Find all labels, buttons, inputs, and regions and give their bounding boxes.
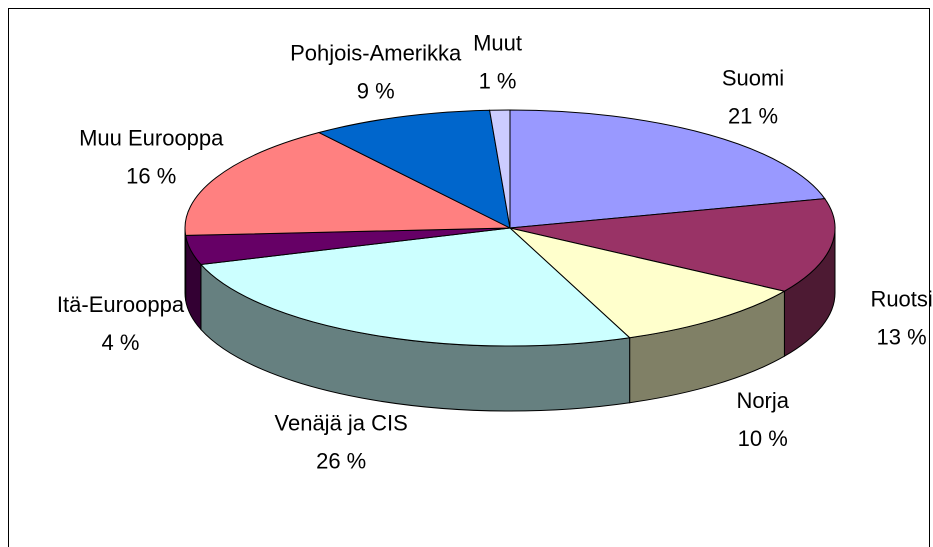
slice-label: Venäjä ja CIS	[275, 410, 408, 435]
slice-label: Itä-Eurooppa	[57, 292, 185, 317]
slice-value-label: 1 %	[479, 69, 517, 94]
slice-label: Suomi	[722, 65, 784, 90]
slice-value-label: 4 %	[102, 330, 140, 355]
slice-label: Muu Eurooppa	[79, 125, 224, 150]
pie-slice	[509, 198, 836, 292]
slice-label: Muut	[473, 31, 522, 56]
pie-slice-side	[184, 227, 187, 301]
slice-label: Norja	[736, 388, 789, 413]
slice-value-label: 13 %	[877, 325, 927, 350]
pie-slice	[508, 227, 786, 339]
slice-value-label: 26 %	[316, 448, 366, 473]
pie-slice	[184, 132, 511, 236]
slice-value-label: 16 %	[126, 163, 176, 188]
slice-value-label: 21 %	[728, 103, 778, 128]
slice-label: Ruotsi	[870, 287, 932, 312]
pie-slice	[317, 109, 511, 229]
slice-value-label: 10 %	[738, 426, 788, 451]
pie-slice	[199, 227, 631, 347]
slice-value-label: 9 %	[357, 78, 395, 103]
slice-label: Pohjois-Amerikka	[290, 40, 462, 65]
pie-slice	[509, 109, 826, 229]
pie-slice	[489, 109, 511, 229]
